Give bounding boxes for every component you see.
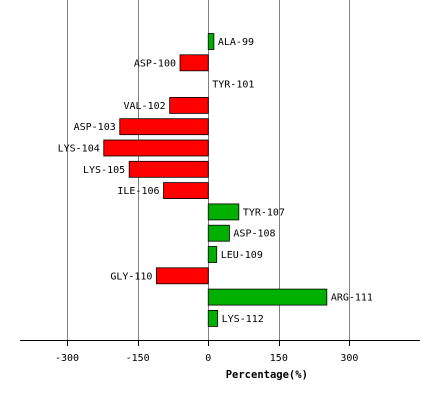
bar-label-lys-112: LYS-112 — [222, 314, 264, 325]
bar-label-lys-105: LYS-105 — [83, 165, 125, 176]
bar-asp-108 — [207, 224, 230, 242]
bar-label-tyr-101: TYR-101 — [212, 80, 254, 91]
x-axis-ticks: -300 -150 0 150 300 — [55, 340, 358, 364]
bar-tyr-107 — [207, 203, 240, 221]
bar-asp-103 — [119, 118, 209, 136]
x-tick-label-3: 150 — [270, 353, 288, 364]
bar-ile-106 — [163, 182, 209, 200]
bar-label-asp-103: ASP-103 — [74, 122, 116, 133]
bar-val-102 — [169, 97, 209, 114]
bars: ALA-99 ASP-100 TYR-101 VAL-102 ASP-103 LYS-10… — [58, 33, 373, 327]
bar-label-val-102: VAL-102 — [123, 101, 165, 112]
bar-arg-111 — [207, 288, 328, 306]
bar-lys-112 — [207, 309, 219, 327]
x-tick-label-2: 0 — [205, 353, 211, 364]
bar-lys-104 — [103, 139, 209, 157]
bar-label-leu-109: LEU-109 — [221, 250, 263, 261]
bar-gly-110 — [156, 267, 209, 285]
bar-label-ala-99: ALA-99 — [218, 37, 254, 48]
x-axis-title: Percentage(%) — [226, 369, 308, 381]
x-tick-label-4: 300 — [340, 353, 358, 364]
bar-leu-109 — [207, 246, 218, 263]
bar-label-ile-106: ILE-106 — [117, 186, 159, 197]
bar-label-gly-110: GLY-110 — [110, 271, 152, 282]
bar-label-tyr-107: TYR-107 — [243, 207, 285, 218]
bar-asp-100 — [179, 54, 209, 72]
bar-ala-99 — [207, 33, 215, 50]
bar-label-asp-108: ASP-108 — [233, 229, 275, 240]
bar-label-arg-111: ARG-111 — [331, 293, 373, 304]
bar-lys-105 — [128, 160, 209, 178]
bar-label-asp-100: ASP-100 — [134, 58, 176, 69]
x-tick-label-1: -150 — [126, 353, 150, 364]
bar-label-lys-104: LYS-104 — [58, 144, 100, 155]
x-tick-label-0: -300 — [55, 353, 79, 364]
